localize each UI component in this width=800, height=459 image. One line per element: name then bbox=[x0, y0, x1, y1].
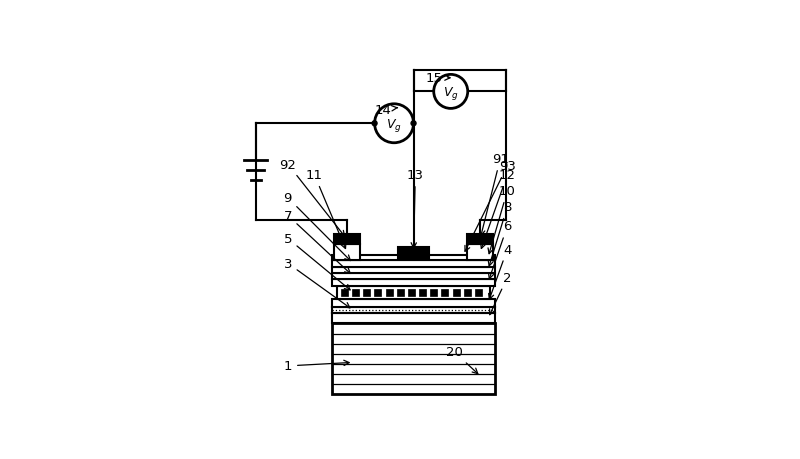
Bar bbox=[453, 289, 460, 297]
Text: 20: 20 bbox=[446, 346, 478, 374]
Bar bbox=[466, 245, 494, 261]
Bar bbox=[464, 289, 470, 297]
Text: 13: 13 bbox=[407, 169, 424, 248]
Text: 10: 10 bbox=[488, 185, 516, 254]
Text: $V_g$: $V_g$ bbox=[386, 117, 402, 134]
Bar bbox=[374, 289, 382, 297]
Bar bbox=[332, 300, 495, 308]
Text: 7: 7 bbox=[283, 209, 350, 274]
Circle shape bbox=[411, 122, 416, 127]
Bar bbox=[332, 324, 495, 394]
Bar bbox=[334, 245, 361, 261]
Bar bbox=[332, 256, 495, 261]
Bar bbox=[332, 261, 495, 267]
Bar bbox=[475, 289, 482, 297]
Text: 4: 4 bbox=[489, 243, 511, 300]
Text: 3: 3 bbox=[283, 257, 350, 308]
Text: 91: 91 bbox=[480, 153, 509, 236]
Text: 15: 15 bbox=[426, 72, 450, 84]
Text: 2: 2 bbox=[490, 271, 512, 315]
Text: 14: 14 bbox=[375, 103, 398, 116]
Bar bbox=[332, 274, 495, 280]
Text: 9: 9 bbox=[284, 192, 350, 261]
Bar bbox=[398, 247, 430, 258]
Text: 92: 92 bbox=[279, 158, 345, 237]
Bar bbox=[442, 289, 449, 297]
Circle shape bbox=[374, 105, 414, 143]
Bar bbox=[332, 314, 495, 324]
Text: 6: 6 bbox=[489, 220, 511, 279]
Bar bbox=[466, 235, 494, 245]
Bar bbox=[334, 235, 361, 245]
Bar bbox=[332, 280, 495, 286]
Bar bbox=[363, 289, 370, 297]
Text: 93: 93 bbox=[465, 160, 516, 252]
Bar bbox=[397, 289, 404, 297]
Bar bbox=[419, 289, 426, 297]
Bar bbox=[332, 267, 495, 274]
Text: 12: 12 bbox=[481, 169, 516, 249]
Circle shape bbox=[434, 75, 468, 109]
Bar bbox=[352, 289, 359, 297]
Text: 11: 11 bbox=[306, 169, 346, 249]
Text: $V_g$: $V_g$ bbox=[443, 85, 458, 102]
Bar bbox=[341, 289, 348, 297]
Bar bbox=[338, 286, 490, 300]
Text: 1: 1 bbox=[283, 359, 349, 373]
Circle shape bbox=[372, 122, 377, 127]
Bar bbox=[430, 289, 438, 297]
Text: 8: 8 bbox=[488, 201, 511, 266]
Bar bbox=[386, 289, 393, 297]
Text: 5: 5 bbox=[283, 232, 350, 290]
Bar bbox=[408, 289, 415, 297]
